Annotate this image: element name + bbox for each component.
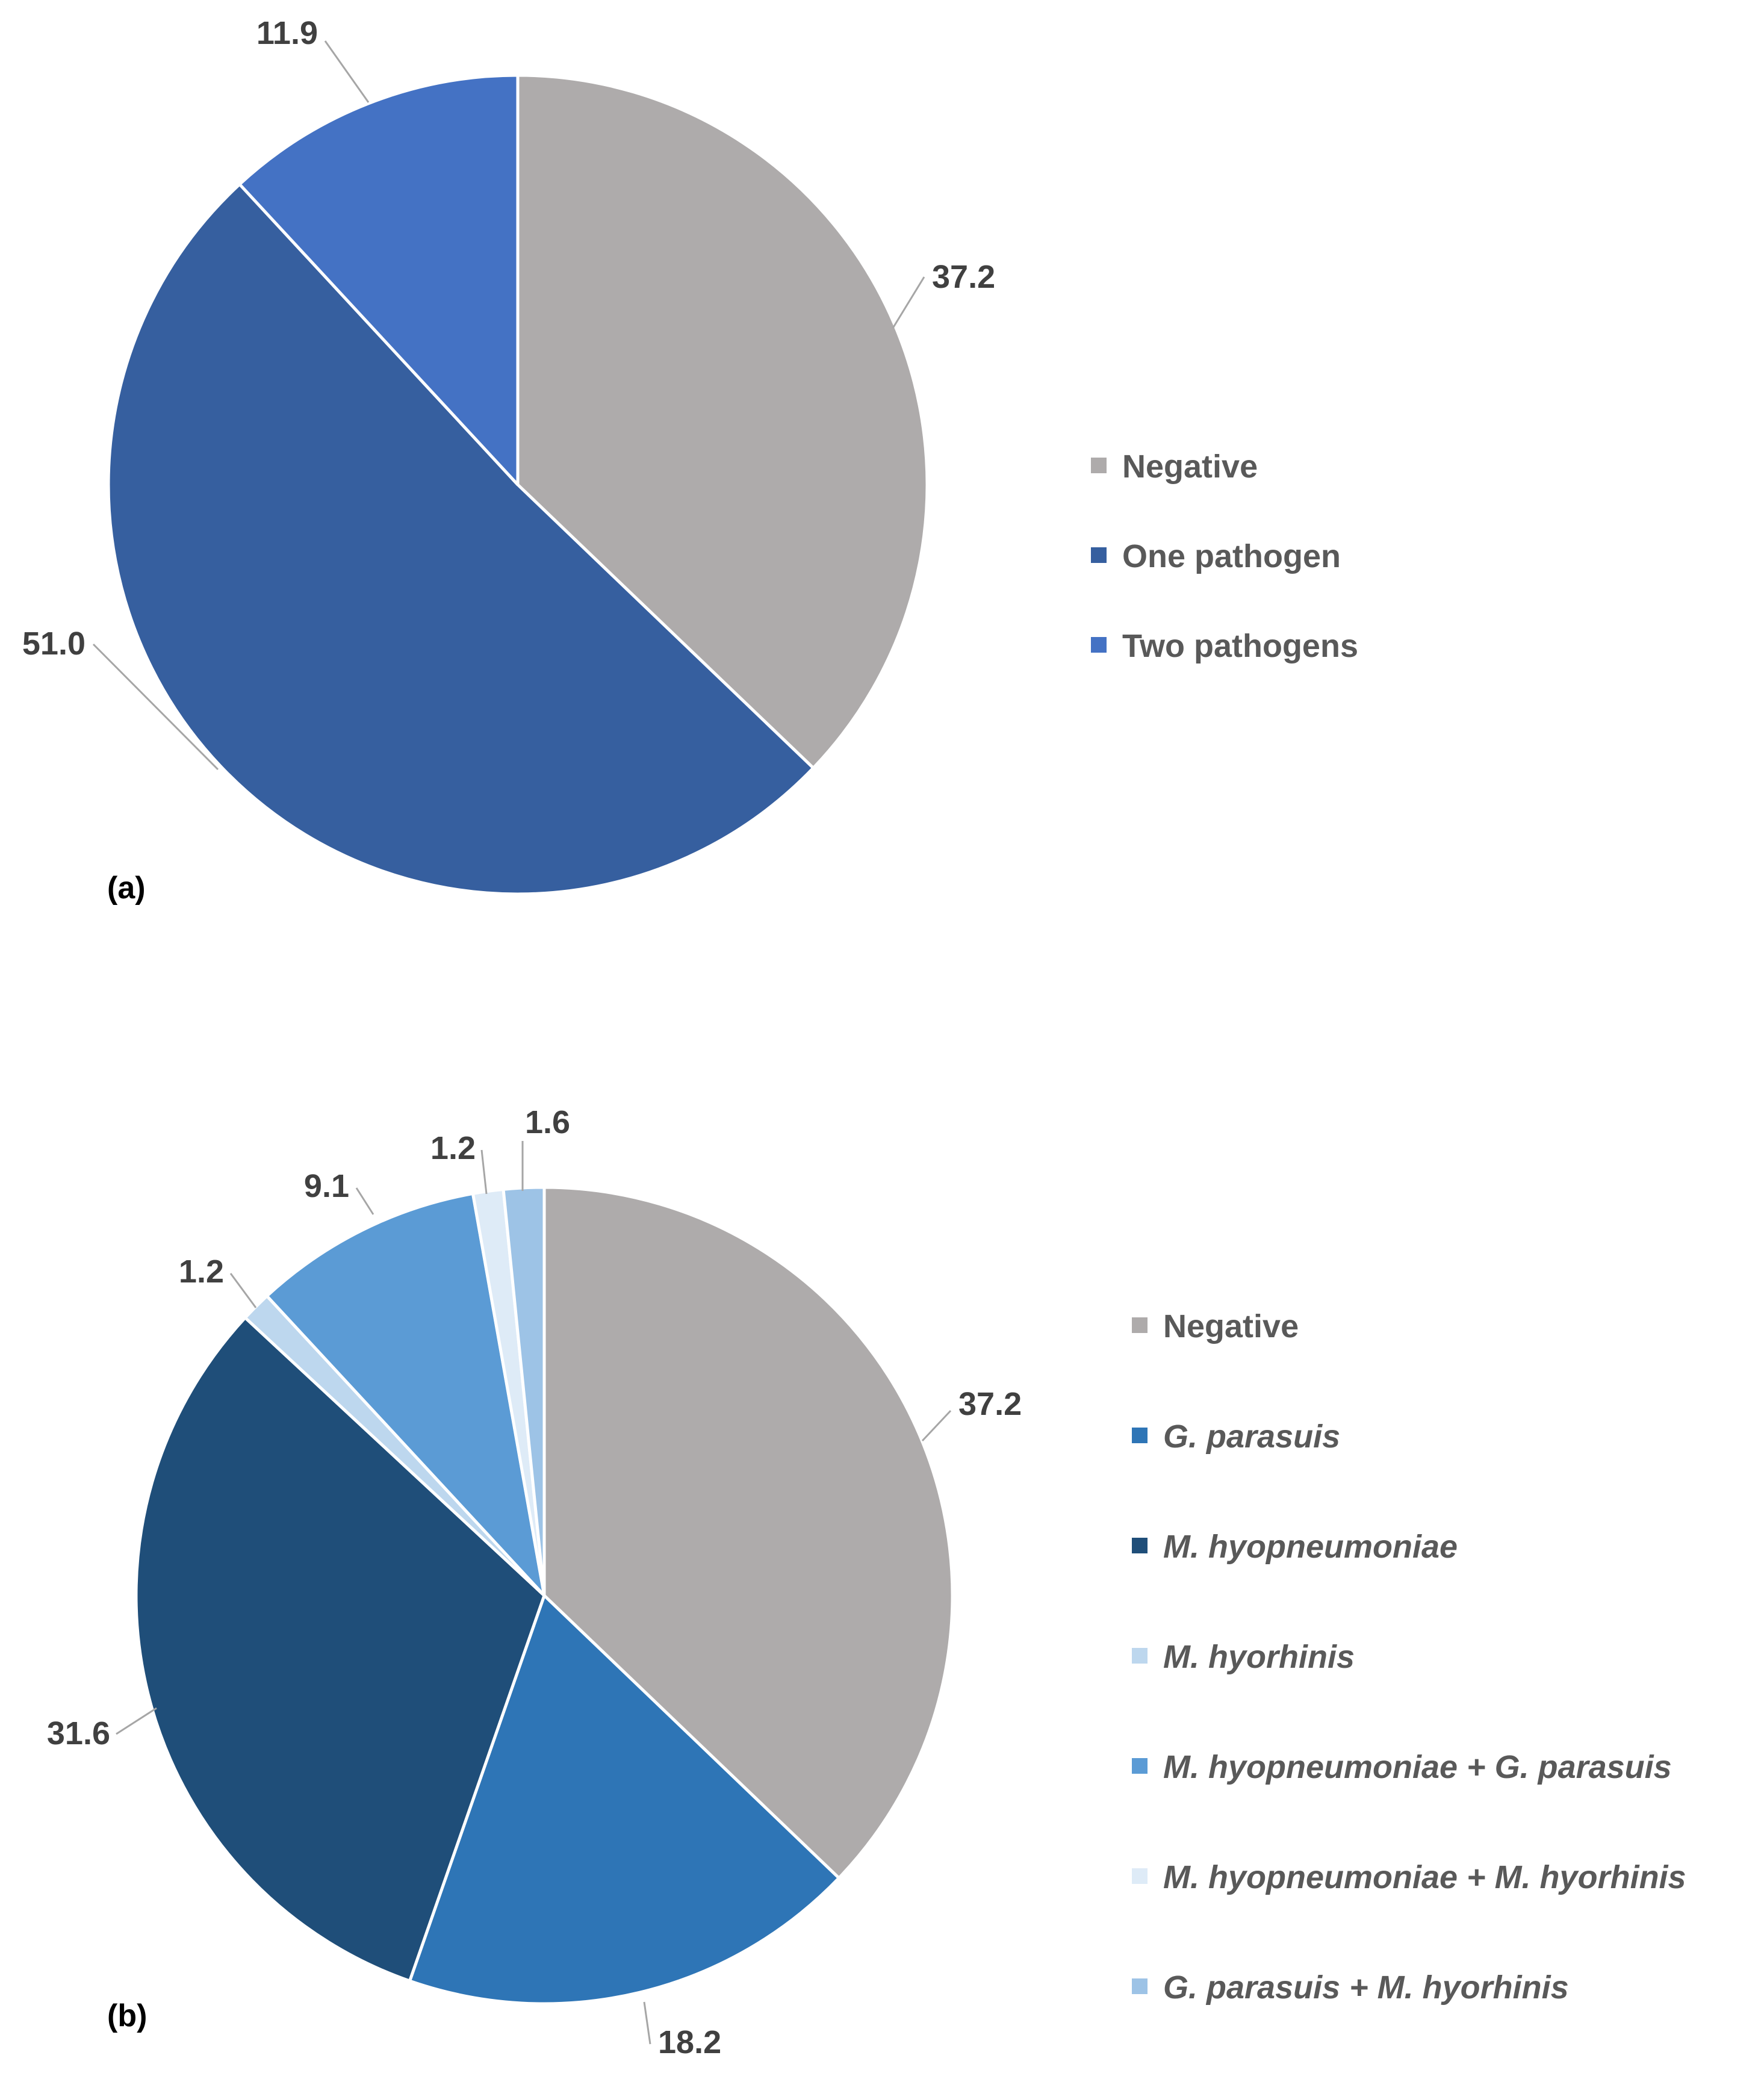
legend-label: G. parasuis + M. hyorhinis	[1163, 1969, 1569, 2006]
data-label-negative: 37.2	[958, 1386, 1022, 1422]
legend-item-g-parasuis: G. parasuis	[1132, 1419, 1340, 1455]
leader-line-m-hyopneumoniae	[116, 1707, 157, 1735]
leader-line-g-parasuis	[643, 2001, 651, 2045]
leader-line-two-pathogens	[324, 40, 370, 103]
legend-item-m-hyopneumoniae-m-hyorhinis: M. hyopneumoniae + M. hyorhinis	[1132, 1859, 1686, 1895]
legend-swatch	[1132, 1978, 1148, 1994]
data-label-one-pathogen: 51.0	[22, 626, 85, 662]
leader-line-m-hyopneumoniae-m-hyorhinis	[480, 1149, 488, 1195]
data-label-g-parasuis-m-hyorhinis: 1.6	[525, 1104, 570, 1140]
legend-swatch	[1132, 1648, 1148, 1664]
data-label-g-parasuis: 18.2	[658, 2024, 721, 2060]
legend-swatch	[1132, 1428, 1148, 1443]
leader-line-m-hyorhinis	[229, 1273, 257, 1308]
data-labels-b: 37.2 18.2 31.6 1.2 9.1 1.2 1.6	[47, 1104, 1022, 2060]
data-label-m-hyorhinis: 1.2	[179, 1254, 224, 1290]
legend-item-one-pathogen: One pathogen	[1091, 538, 1341, 574]
legend-swatch	[1091, 458, 1107, 473]
legend-label: One pathogen	[1122, 538, 1341, 574]
legend-swatch	[1132, 1868, 1148, 1884]
legend-swatch	[1132, 1317, 1148, 1333]
legend-label: Negative	[1122, 449, 1258, 485]
legend-a: Negative One pathogen Two pathogens	[1091, 449, 1358, 664]
pie-slice-m-hyopneumoniae	[134, 1316, 546, 1983]
pie-slice-negative	[542, 1186, 954, 1880]
pie-chart-a	[107, 73, 929, 896]
pie-chart-b	[134, 1186, 954, 2006]
pie-slice-m-hyopneumoniae-g-parasuis	[265, 1192, 546, 1597]
legend-label: M. hyopneumoniae	[1163, 1529, 1458, 1565]
leader-line-negative	[921, 1409, 952, 1442]
legend-item-negative: Negative	[1132, 1308, 1299, 1344]
legend-b: Negative G. parasuis M. hyopneumoniae M. hy…	[1132, 1308, 1686, 2006]
data-label-m-hyopneumoniae-m-hyorhinis: 1.2	[430, 1130, 476, 1166]
data-label-m-hyopneumoniae: 31.6	[47, 1715, 110, 1751]
leader-line-m-hyopneumoniae-g-parasuis	[355, 1187, 374, 1215]
leader-line-negative	[892, 276, 925, 329]
legend-item-two-pathogens: Two pathogens	[1091, 628, 1358, 664]
legend-label: Two pathogens	[1122, 628, 1358, 664]
pie-slice-one-pathogen	[107, 182, 815, 896]
legend-label: M. hyopneumoniae + G. parasuis	[1163, 1749, 1672, 1785]
data-label-negative: 37.2	[932, 259, 995, 295]
data-label-two-pathogens: 11.9	[256, 15, 318, 51]
panel-label-a: (a)	[107, 871, 146, 906]
pie-slice-g-parasuis	[408, 1594, 840, 2006]
leader-line-one-pathogen	[92, 643, 219, 771]
legend-item-negative: Negative	[1091, 449, 1258, 485]
legend-label: M. hyorhinis	[1163, 1639, 1355, 1675]
pie-slice-g-parasuis-m-hyorhinis	[502, 1186, 546, 1597]
legend-label: G. parasuis	[1163, 1419, 1340, 1455]
data-labels-a: 37.2 51.0 11.9	[22, 15, 995, 662]
legend-swatch	[1091, 547, 1107, 563]
data-label-m-hyopneumoniae-g-parasuis: 9.1	[304, 1168, 349, 1204]
legend-item-m-hyorhinis: M. hyorhinis	[1132, 1639, 1355, 1675]
legend-item-m-hyopneumoniae: M. hyopneumoniae	[1132, 1529, 1458, 1565]
panel-label-b: (b)	[107, 1998, 147, 2033]
legend-item-g-parasuis-m-hyorhinis: G. parasuis + M. hyorhinis	[1132, 1969, 1569, 2006]
pie-slice-two-pathogens	[238, 73, 520, 486]
legend-label: Negative	[1163, 1308, 1299, 1344]
legend-swatch	[1132, 1538, 1148, 1553]
legend-label: M. hyopneumoniae + M. hyorhinis	[1163, 1859, 1686, 1895]
legend-swatch	[1091, 637, 1107, 653]
leader-lines-b	[116, 1141, 952, 2045]
leader-lines-a	[92, 40, 925, 771]
legend-item-m-hyopneumoniae-g-parasuis: M. hyopneumoniae + G. parasuis	[1132, 1749, 1672, 1785]
legend-swatch	[1132, 1758, 1148, 1774]
